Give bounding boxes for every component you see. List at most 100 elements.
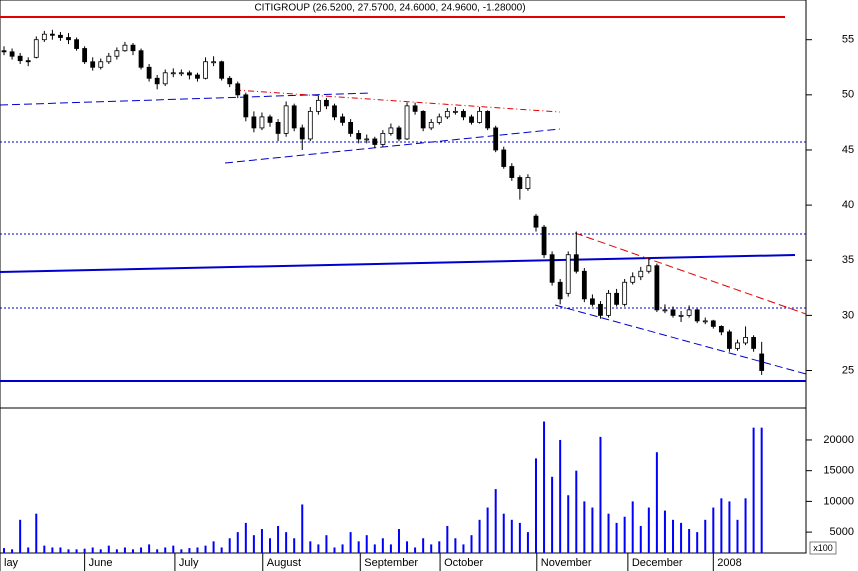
volume-bar (107, 545, 110, 553)
volume-bar (397, 529, 400, 553)
price-panel (0, 0, 807, 409)
volume-bar (188, 548, 191, 553)
volume-bar (35, 513, 38, 553)
unit-box (809, 541, 837, 555)
candle-body (162, 72, 168, 85)
candle-body (1, 50, 7, 53)
candle-body (662, 309, 668, 312)
candle-body (74, 39, 79, 49)
candle-body (130, 44, 136, 52)
volume-bar (647, 507, 650, 553)
volume-bar (696, 532, 699, 553)
candle-body (686, 309, 692, 316)
volume-bar (196, 547, 199, 553)
candle-body (461, 110, 466, 118)
volume-bar (252, 535, 255, 553)
volume-bar (285, 532, 288, 553)
candle-body (477, 110, 482, 123)
volume-bar (228, 538, 231, 553)
candle-body (66, 37, 71, 41)
candle-body (525, 177, 531, 189)
candle-body (98, 61, 104, 68)
volume-bar (11, 549, 14, 553)
volume-bar (357, 541, 360, 553)
candle-body (356, 133, 362, 140)
candle-body (251, 116, 257, 129)
x-tick-label: June (89, 557, 113, 569)
candle-body (203, 61, 208, 79)
candle-body (235, 83, 241, 96)
candle-body (614, 292, 619, 305)
candle-body (557, 281, 563, 300)
volume-bar (269, 538, 272, 553)
x-tick-label: September (364, 557, 418, 569)
candle-body (501, 149, 507, 167)
x-tick-label: 2008 (717, 557, 741, 569)
volume-bar (631, 501, 634, 553)
candle-body (702, 320, 708, 323)
trend-line (0, 92, 371, 106)
volume-bar (414, 547, 417, 553)
candle-body (485, 110, 491, 129)
volume-bar (381, 538, 384, 553)
candle-body (267, 116, 273, 123)
candle-body (718, 325, 724, 333)
candle-body (735, 342, 740, 349)
candle-body (541, 226, 547, 256)
candle-body (509, 166, 515, 178)
x-tick-label: December (632, 557, 683, 569)
trend-line (0, 254, 796, 273)
volume-bar (19, 519, 22, 553)
candle-body (372, 138, 378, 145)
volume-unit: x100 (813, 543, 833, 553)
candle-body (428, 122, 434, 129)
volume-bar (148, 544, 151, 553)
volume-bar (164, 547, 167, 553)
y-tick-label: 55 (842, 34, 854, 46)
candle-body (307, 110, 313, 140)
volume-bar (744, 498, 747, 553)
candle-body (114, 50, 120, 57)
candle-body (444, 110, 450, 118)
volume-bar (3, 548, 6, 553)
candle-body (678, 314, 684, 317)
candle-body (654, 265, 660, 311)
candle-body (598, 303, 603, 316)
volume-bar (591, 507, 594, 553)
candle-body (211, 61, 216, 64)
volume-bar (599, 436, 602, 553)
candle-body (340, 116, 345, 123)
y-tick-label: 20000 (823, 434, 854, 446)
candle-body (590, 298, 595, 305)
volume-bar (325, 535, 328, 553)
x-tick-label: lay (4, 557, 19, 569)
volume-bar (430, 544, 433, 553)
candle-body (517, 177, 523, 189)
volume-bar (567, 495, 570, 553)
volume-bar (373, 544, 376, 553)
volume-bar (75, 549, 78, 553)
volume-bar (462, 544, 465, 553)
volume-bar (486, 507, 489, 553)
y-tick-label: 40 (842, 199, 854, 211)
candle-body (622, 281, 628, 305)
volume-bar (91, 547, 94, 553)
volume-bar (43, 545, 46, 553)
candle-body (243, 94, 249, 118)
volume-bar (680, 522, 683, 553)
candle-body (170, 72, 176, 75)
volume-bar (551, 476, 554, 553)
candle-body (195, 74, 200, 79)
candle-body (694, 309, 700, 322)
volume-bar (156, 549, 159, 553)
candle-body (82, 48, 88, 63)
trend-lines (0, 16, 807, 382)
volume-bar (752, 427, 755, 553)
candle-body (315, 99, 321, 112)
trend-line (224, 128, 561, 164)
volume-bar (534, 458, 537, 553)
candle-body (33, 39, 39, 58)
volume-bar (704, 519, 707, 553)
volume-bar (663, 510, 666, 553)
